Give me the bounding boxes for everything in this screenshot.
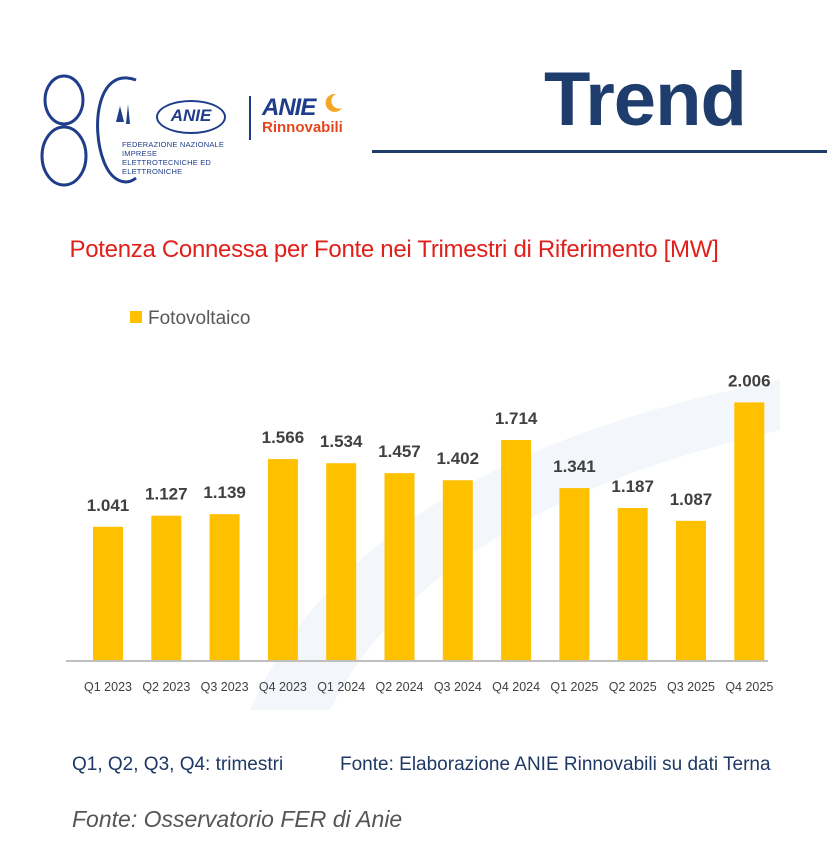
background-swoosh xyxy=(250,380,780,710)
footnote-data-source: Fonte: Elaborazione ANIE Rinnovabili su … xyxy=(340,754,771,775)
x-tick-label-q3-2023: Q3 2023 xyxy=(201,680,249,694)
value-label-q3-2025: 1.087 xyxy=(670,490,713,509)
anie-rinnovabili-logo-bottom: Rinnovabili xyxy=(262,119,343,136)
legend-label-fotovoltaico: Fotovoltaico xyxy=(148,308,250,329)
x-tick-label-q1-2023: Q1 2023 xyxy=(84,680,132,694)
bar-q4-2025 xyxy=(734,402,765,661)
x-tick-label-q1-2024: Q1 2024 xyxy=(317,680,365,694)
anie-logo-subtitle: FEDERAZIONE NAZIONALE IMPRESE ELETTROTEC… xyxy=(122,140,242,176)
value-label-q4-2025: 2.006 xyxy=(728,371,771,390)
chart-legend: Fotovoltaico xyxy=(130,308,250,329)
anie-rinnovabili-logo-top: ANIE xyxy=(262,94,316,121)
title-underline xyxy=(372,150,827,153)
x-tick-label-q3-2025: Q3 2025 xyxy=(667,680,715,694)
value-label-q2-2024: 1.457 xyxy=(378,442,421,461)
x-tick-label-q2-2023: Q2 2023 xyxy=(142,680,190,694)
legend-swatch-fotovoltaico xyxy=(130,311,142,323)
value-label-q2-2023: 1.127 xyxy=(145,485,188,504)
value-label-q1-2024: 1.534 xyxy=(320,432,363,451)
value-label-q4-2023: 1.566 xyxy=(262,428,305,447)
value-label-q4-2024: 1.714 xyxy=(495,409,538,428)
x-tick-label-q2-2024: Q2 2024 xyxy=(376,680,424,694)
anie-subtitle-line2: ELETTROTECNICHE ED ELETTRONICHE xyxy=(122,158,212,176)
page-header: ANIE FEDERAZIONE NAZIONALE IMPRESE ELETT… xyxy=(0,0,827,200)
x-tick-label-q4-2024: Q4 2024 xyxy=(492,680,540,694)
footnote-quarters: Q1, Q2, Q3, Q4: trimestri xyxy=(72,754,284,775)
anie-logo-oval xyxy=(156,100,226,134)
source-note: Fonte: Osservatorio FER di Anie xyxy=(72,806,403,832)
value-label-q2-2025: 1.187 xyxy=(611,477,654,496)
bar-q3-2025 xyxy=(676,520,706,661)
bar-q1-2024 xyxy=(326,463,357,661)
x-tick-label-q1-2025: Q1 2025 xyxy=(550,680,598,694)
anie-logo-text: ANIE xyxy=(170,106,212,125)
value-label-q1-2023: 1.041 xyxy=(87,496,130,515)
x-tick-label-q4-2023: Q4 2023 xyxy=(259,680,307,694)
moon-sun-icon xyxy=(325,93,342,112)
logo-separator xyxy=(249,96,251,140)
bar-q2-2023 xyxy=(151,515,182,661)
bar-q1-2025 xyxy=(559,488,590,661)
page-title: Trend xyxy=(544,57,747,142)
bar-q3-2023 xyxy=(209,514,240,661)
bar-q1-2023 xyxy=(93,526,123,661)
anie-subtitle-line1: FEDERAZIONE NAZIONALE IMPRESE xyxy=(122,140,225,158)
anniversary-80-logo-icon xyxy=(40,74,137,187)
chart-x-tick-labels: Q1 2023 Q2 2023 Q3 2023 Q4 2023 Q1 2024 Q2 20… xyxy=(84,680,773,694)
chart-value-labels: 1.041 1.127 1.139 1.566 1.534 1.457 1.402 1.714… xyxy=(87,371,771,514)
value-label-q3-2023: 1.139 xyxy=(203,483,246,502)
value-label-q1-2025: 1.341 xyxy=(553,457,596,476)
value-label-q3-2024: 1.402 xyxy=(437,449,480,468)
x-tick-label-q4-2025: Q4 2025 xyxy=(725,680,773,694)
anie-logo: ANIE FEDERAZIONE NAZIONALE IMPRESE ELETT… xyxy=(120,96,240,176)
bar-q4-2024 xyxy=(501,440,532,661)
bar-q3-2024 xyxy=(442,480,473,661)
x-tick-label-q2-2025: Q2 2025 xyxy=(609,680,657,694)
chart-title: Potenza Connessa per Fonte nei Trimestri… xyxy=(69,236,719,263)
bar-q2-2024 xyxy=(384,473,415,661)
chart-bars xyxy=(93,402,765,661)
bar-q4-2023 xyxy=(267,459,298,661)
bar-q2-2025 xyxy=(617,507,648,661)
x-tick-label-q3-2024: Q3 2024 xyxy=(434,680,482,694)
